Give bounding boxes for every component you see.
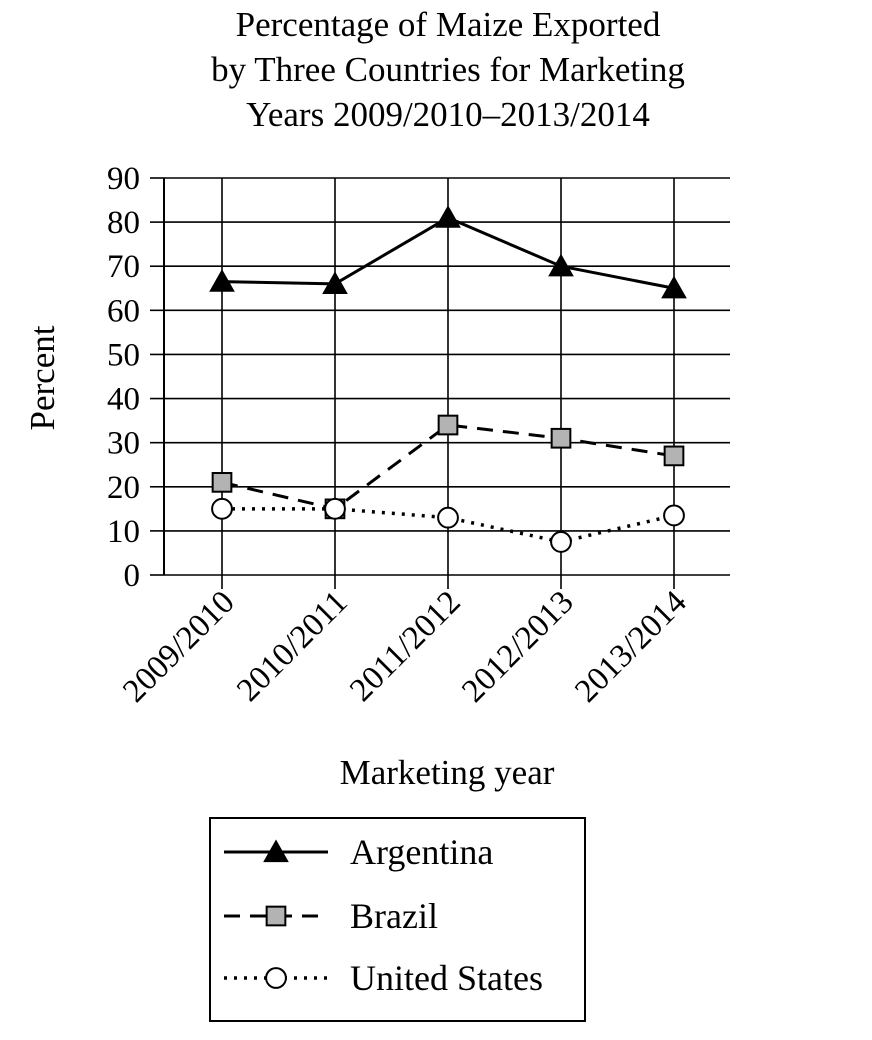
x-tick-label: 2010/2011 (230, 584, 354, 708)
title-line-1: Percentage of Maize Exported (235, 5, 661, 44)
x-tick-label: 2011/2012 (343, 584, 467, 708)
data-point-argentina (435, 205, 461, 228)
data-point-brazil (550, 427, 572, 449)
tick-labels: 01020304050607080902009/20102010/2011201… (107, 161, 694, 709)
y-axis-label: Percent (23, 325, 62, 430)
data-point-brazil (211, 472, 233, 493)
data-point-united-states (663, 504, 685, 527)
series-argentina (209, 205, 687, 299)
data-point-argentina (322, 271, 348, 294)
legend-label-brazil: Brazil (350, 896, 438, 936)
series-line-united-states (222, 507, 675, 544)
legend-label-united-states: United States (350, 958, 543, 998)
y-tick-label: 80 (107, 205, 140, 241)
legend-marker-argentina (263, 839, 289, 863)
chart-title: Percentage of Maize Exported by Three Co… (0, 2, 872, 137)
data-point-united-states (437, 506, 459, 529)
y-tick-label: 30 (107, 426, 140, 462)
legend-item-united-states: United States (224, 958, 543, 998)
data-point-argentina (209, 269, 235, 292)
data-point-argentina (548, 253, 574, 277)
data-point-united-states (550, 531, 572, 553)
series (209, 205, 687, 553)
y-tick-label: 50 (107, 337, 140, 373)
y-tick-label: 10 (107, 514, 140, 550)
title-line-3: Years 2009/2010–2013/2014 (246, 95, 650, 134)
y-tick-label: 20 (107, 470, 140, 506)
legend: Argentina Brazil United States (209, 817, 586, 1022)
legend-item-brazil: Brazil (224, 896, 438, 936)
x-tick-label: 2009/2010 (116, 584, 241, 709)
y-tick-label: 0 (124, 558, 141, 594)
y-tick-label: 90 (107, 161, 140, 197)
data-point-united-states (211, 497, 233, 520)
y-tick-label: 70 (107, 249, 140, 285)
data-point-brazil (437, 414, 459, 436)
title-line-2: by Three Countries for Marketing (211, 50, 685, 89)
data-point-argentina (661, 275, 687, 299)
x-axis-label: Marketing year (340, 753, 555, 792)
data-point-united-states (324, 497, 346, 520)
series-united-states (211, 497, 685, 553)
axes (150, 177, 165, 576)
legend-item-argentina: Argentina (224, 832, 493, 872)
legend-marker-united-states (265, 967, 287, 989)
legend-marker-brazil (265, 905, 287, 927)
y-tick-label: 60 (107, 293, 140, 329)
y-tick-label: 40 (107, 382, 140, 418)
data-point-brazil (663, 445, 685, 467)
legend-label-argentina: Argentina (350, 832, 493, 872)
x-tick-label: 2013/2014 (568, 584, 693, 709)
x-tick-label: 2012/2013 (455, 584, 580, 709)
